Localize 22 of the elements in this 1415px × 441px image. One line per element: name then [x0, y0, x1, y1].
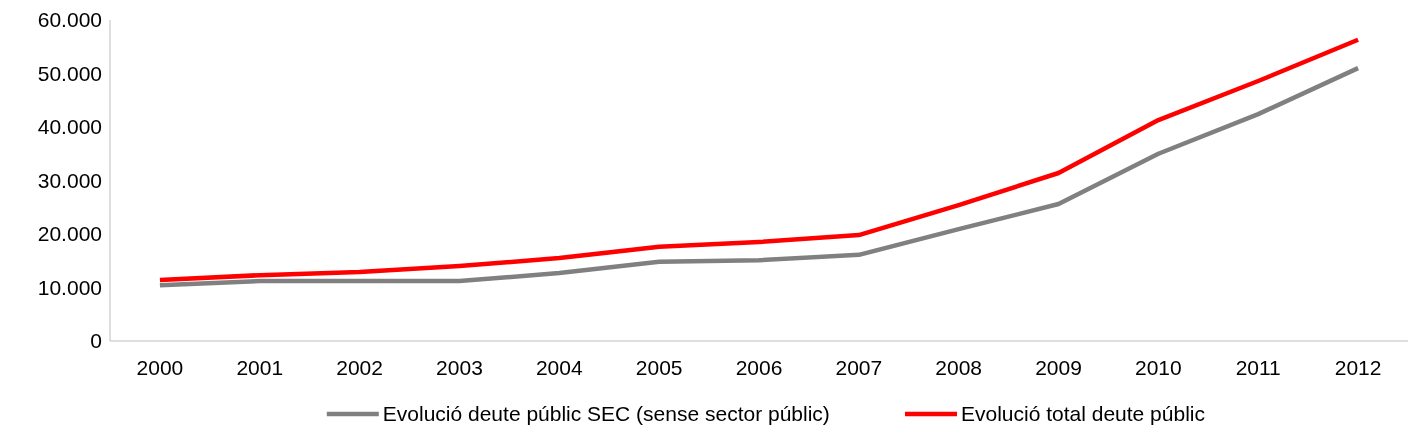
y-tick-label: 20.000	[37, 222, 102, 246]
x-tick-label: 2001	[236, 356, 284, 379]
x-tick-label: 2003	[436, 356, 483, 379]
x-tick-label: 2006	[735, 356, 783, 379]
y-tick-label: 60.000	[37, 8, 102, 32]
legend-label: Evolució total deute públic	[961, 402, 1205, 425]
x-tick-label: 2010	[1135, 356, 1182, 379]
x-tick-label: 2011	[1235, 356, 1281, 379]
x-tick-label: 2004	[535, 356, 583, 379]
y-tick-label: 10.000	[37, 275, 102, 299]
x-tick-label: 2012	[1334, 356, 1382, 379]
x-tick-label: 2000	[136, 356, 184, 379]
y-tick-label: 50.000	[37, 61, 102, 85]
x-tick-label: 2002	[336, 356, 383, 379]
y-tick-label: 30.000	[37, 168, 102, 192]
x-tick-label: 2008	[935, 356, 983, 379]
x-tick-label: 2005	[635, 356, 683, 379]
x-tick-label: 2007	[835, 356, 883, 379]
y-tick-label: 0	[90, 329, 102, 353]
y-tick-label: 40.000	[37, 115, 102, 139]
legend-label: Evolució deute públic SEC (sense sector públic)	[382, 402, 830, 425]
x-tick-label: 2009	[1035, 356, 1082, 379]
